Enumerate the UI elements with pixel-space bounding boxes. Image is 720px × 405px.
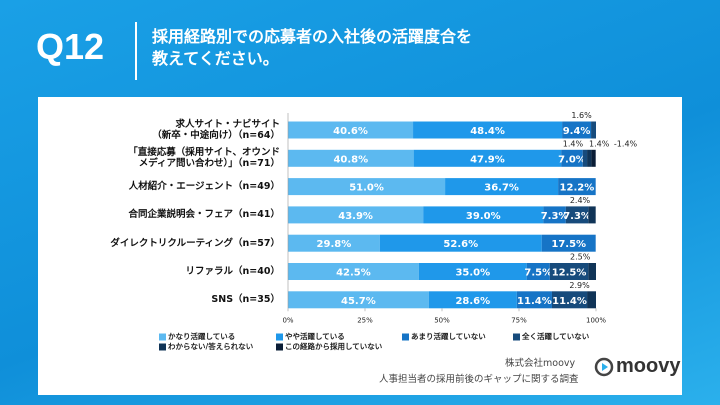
logo-text: moovy	[616, 355, 681, 377]
bar-segment	[423, 206, 544, 224]
data-label: 48.4%	[470, 126, 505, 137]
data-label: 1.4%	[589, 139, 610, 148]
category-label: 「直接応募（採用サイト、オウンド メディア問い合わせ）」（n=71）	[128, 147, 280, 170]
logo-icon	[594, 357, 614, 377]
data-label: 11.4%	[552, 296, 587, 307]
data-label: 29.8%	[317, 239, 352, 250]
data-label: 42.5%	[336, 268, 371, 279]
legend-label: 全く活躍していない	[521, 331, 590, 341]
bar-segment	[562, 121, 592, 139]
data-label: 1.4%	[563, 139, 584, 148]
data-label: 40.8%	[333, 154, 368, 165]
legend-swatch	[276, 343, 283, 351]
data-label: 45.7%	[341, 296, 376, 307]
survey-name: 人事担当者の採用前後のギャップに関する調査	[379, 374, 579, 385]
x-tick-label: 100%	[586, 316, 606, 324]
bar-segment	[541, 234, 596, 252]
data-label: 1.6%	[571, 111, 592, 120]
data-label: 12.2%	[560, 183, 595, 194]
legend-label: この経路から採用していない	[285, 341, 383, 351]
x-tick-label: 75%	[511, 316, 527, 324]
bar-segment	[288, 121, 414, 139]
data-label: 51.0%	[349, 183, 384, 194]
bar-segment	[288, 178, 446, 196]
data-label: 2.5%	[570, 253, 591, 262]
legend-swatch	[159, 333, 166, 341]
legend-swatch	[276, 333, 283, 341]
bar-segment	[591, 121, 596, 139]
legend-swatch	[513, 333, 520, 341]
bar-segment	[549, 263, 589, 280]
data-label: 7.3%	[541, 211, 569, 222]
legend-label: やや活躍している	[285, 331, 345, 341]
question-label: Q12	[36, 26, 105, 67]
category-label: 人材紹介・エージェント（n=49）	[128, 181, 280, 193]
category-label: 求人サイト・ナビサイト （新卒・中途向け）（n=64）	[152, 119, 280, 141]
bar-segment	[288, 263, 419, 280]
legend-label: わからない/答えられない	[168, 341, 254, 351]
data-label: 2.9%	[569, 281, 590, 290]
data-label: 12.5%	[552, 268, 587, 279]
data-label: 7.3%	[563, 211, 591, 222]
data-label: 40.6%	[333, 126, 368, 137]
bar-segment	[591, 149, 596, 167]
data-label: 36.7%	[484, 183, 519, 194]
data-label: 39.0%	[466, 211, 501, 222]
bar-segment	[413, 121, 563, 139]
bar-segment	[418, 263, 527, 280]
bar-segment	[551, 291, 588, 309]
legend-swatch	[402, 333, 409, 341]
separator	[135, 22, 137, 80]
category-label: SNS（n=35）	[211, 294, 280, 306]
data-label: 2.4%	[570, 196, 591, 205]
bar-segment	[526, 263, 550, 280]
data-label: 7.5%	[524, 268, 552, 279]
data-label: 52.6%	[443, 239, 478, 250]
category-label: 合同企業説明会・フェア（n=41）	[128, 209, 280, 221]
bar-segment	[582, 149, 588, 167]
bar-segment	[288, 291, 429, 309]
bar-segment	[288, 206, 424, 224]
bar-segment	[445, 178, 559, 196]
bar-segment	[565, 206, 589, 224]
data-label: 47.9%	[470, 154, 505, 165]
legend-label: あまり活躍していない	[411, 331, 486, 341]
category-label: リファラル（n=40）	[185, 266, 280, 277]
x-tick-label: 25%	[357, 316, 373, 324]
bar-segment	[587, 291, 596, 309]
category-label: ダイレクトリクルーティング（n=57）	[110, 237, 280, 249]
data-label: 11.4%	[517, 296, 552, 307]
x-tick-label: 50%	[434, 316, 450, 324]
bar-segment	[543, 206, 566, 224]
bar-segment	[561, 149, 583, 167]
x-tick-label: 0%	[282, 316, 293, 324]
company-name: 株式会社moovy	[505, 358, 576, 369]
bar-segment	[588, 206, 596, 224]
data-label: 7.0%	[558, 154, 586, 165]
data-label: -1.4%	[614, 139, 638, 148]
data-label: 35.0%	[455, 268, 490, 279]
bar-segment	[516, 291, 552, 309]
question-title: 採用経路別での応募者の入社後の活躍度合を 教えてください。	[152, 27, 473, 68]
bar-segment	[288, 149, 414, 167]
bar-segment	[379, 234, 542, 252]
data-label: 28.6%	[455, 296, 490, 307]
data-label: 9.4%	[563, 126, 591, 137]
bar-segment	[288, 234, 380, 252]
chart-card: 40.6% 48.4% 9.4% 1.6% 40.8% 47.9% 7.0% 1.4% 1.4%…	[38, 97, 682, 395]
data-label: 17.5%	[551, 239, 586, 250]
bar-segment	[413, 149, 562, 167]
legend-swatch	[159, 343, 166, 351]
chart: 40.6% 48.4% 9.4%1.6%40.8% 47.9% 7.0%1.4% 1.4%…	[159, 111, 638, 351]
data-label: 43.9%	[338, 211, 373, 222]
bar-segment	[428, 291, 517, 309]
legend-label: かなり活躍している	[168, 331, 235, 341]
bar-segment	[558, 178, 596, 196]
bar-segment	[587, 149, 592, 167]
bar-segment	[588, 263, 596, 280]
